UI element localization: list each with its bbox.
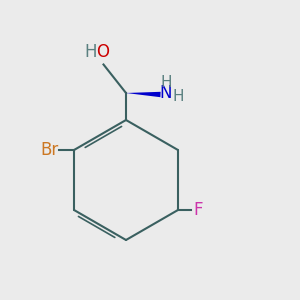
Text: F: F	[194, 201, 203, 219]
Text: N: N	[160, 84, 172, 102]
Text: H: H	[172, 89, 184, 104]
Text: O: O	[96, 44, 110, 62]
Text: H: H	[85, 44, 97, 62]
Text: Br: Br	[40, 141, 58, 159]
Polygon shape	[126, 92, 160, 97]
Text: H: H	[160, 75, 172, 90]
